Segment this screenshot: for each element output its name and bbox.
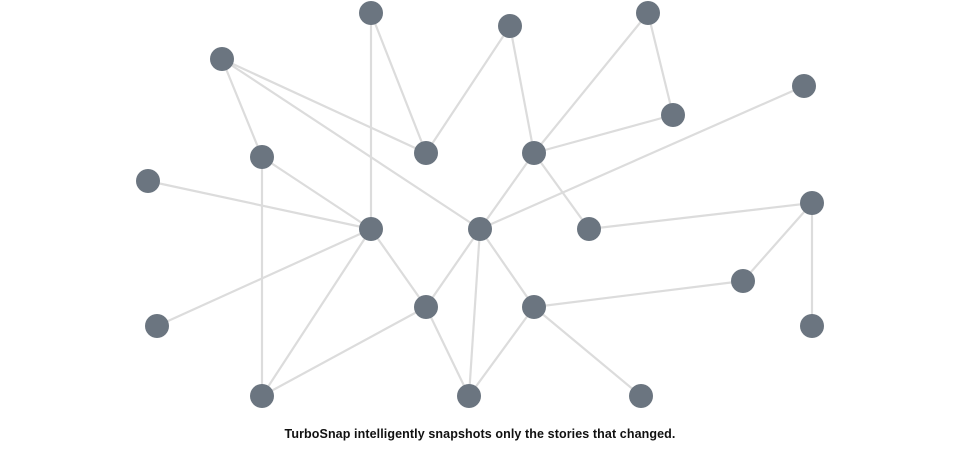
graph-node <box>792 74 816 98</box>
graph-node <box>457 384 481 408</box>
graph-node <box>136 169 160 193</box>
graph-node <box>414 141 438 165</box>
graph-edge <box>424 24 512 155</box>
graph-edges <box>146 11 814 398</box>
graph-node <box>661 103 685 127</box>
graph-node <box>629 384 653 408</box>
graph-node <box>636 1 660 25</box>
graph-edge <box>532 305 643 398</box>
graph-node <box>250 145 274 169</box>
graph-edge <box>532 113 675 155</box>
graph-edge <box>478 227 536 309</box>
graph-edge <box>260 305 428 398</box>
graph-node <box>498 14 522 38</box>
graph-edge <box>467 305 536 398</box>
graph-edge <box>478 151 536 231</box>
graph-node <box>414 295 438 319</box>
graph-edge <box>587 201 814 231</box>
graph-edge <box>741 201 814 283</box>
graph-edge <box>424 227 482 309</box>
caption: TurboSnap intelligently snapshots only t… <box>284 427 676 441</box>
graph-edge <box>146 179 373 231</box>
graph-edge <box>532 11 650 155</box>
graph-edge <box>260 227 373 398</box>
graph-node <box>800 314 824 338</box>
graph-edge <box>532 279 745 309</box>
graph-edge <box>220 57 428 155</box>
graph-node <box>522 141 546 165</box>
graph-node <box>250 384 274 408</box>
graph-edge <box>467 227 482 398</box>
graph-node <box>577 217 601 241</box>
graph-edge <box>220 57 264 159</box>
graph-nodes <box>136 1 824 408</box>
graph-edge <box>646 11 675 117</box>
graph-edge <box>220 57 482 231</box>
graph-node <box>800 191 824 215</box>
graph-node <box>210 47 234 71</box>
graph-edge <box>478 84 806 231</box>
graph-edge <box>369 227 428 309</box>
graph-node <box>359 217 383 241</box>
graph-node <box>468 217 492 241</box>
graph-node <box>522 295 546 319</box>
graph-edge <box>369 11 428 155</box>
graph-edge <box>508 24 536 155</box>
graph-edge <box>532 151 591 231</box>
graph-edge <box>424 305 471 398</box>
graph-edge <box>260 155 373 231</box>
graph-node <box>145 314 169 338</box>
graph-node <box>731 269 755 293</box>
graph-node <box>359 1 383 25</box>
graph-edge <box>155 227 373 328</box>
